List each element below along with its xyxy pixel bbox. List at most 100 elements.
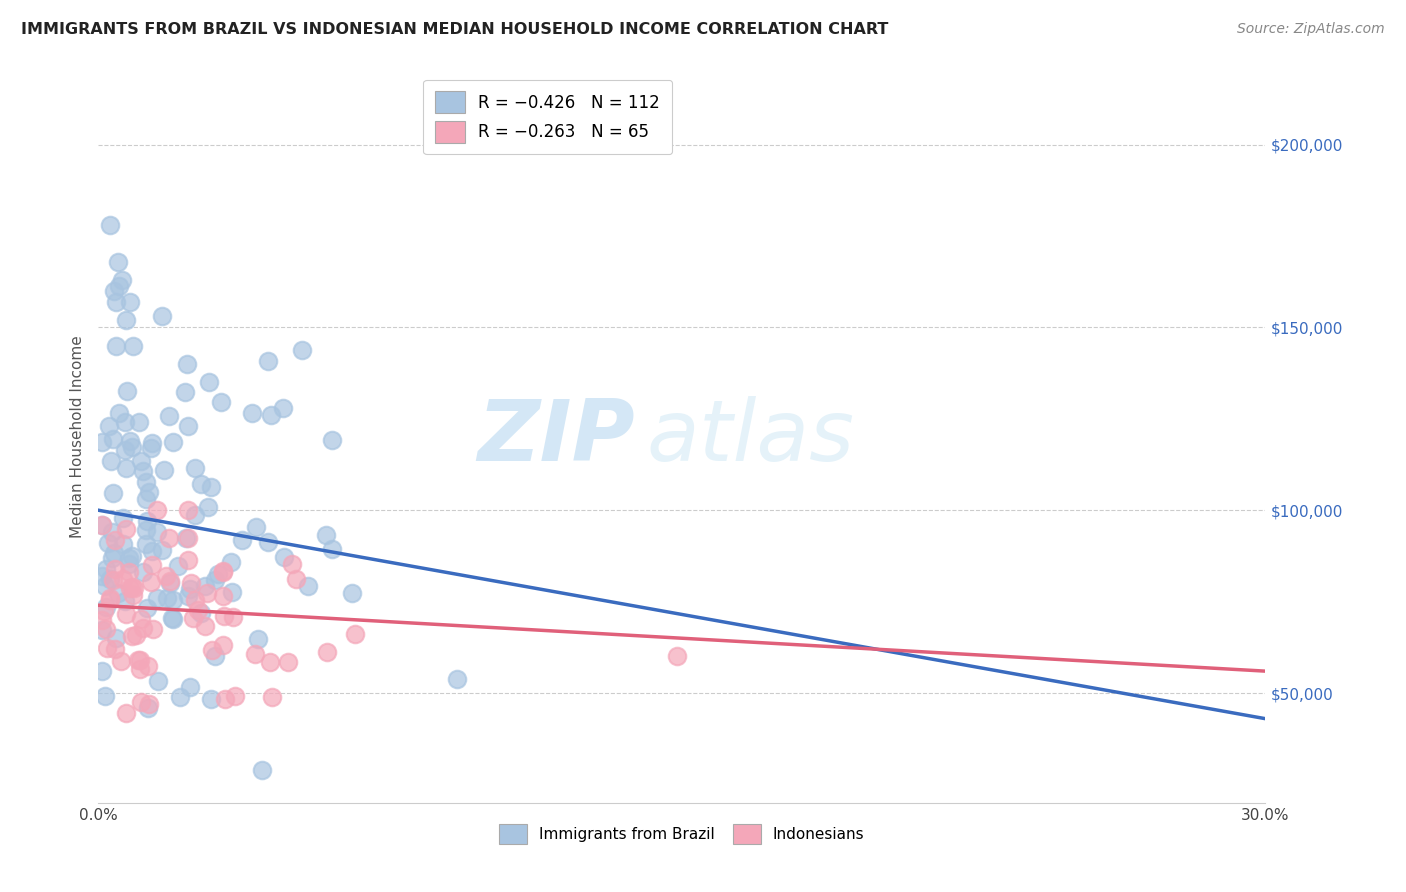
Point [281,558,304,572]
Point [446,672,468,686]
Point [110,654,132,668]
Point [94,622,117,636]
Point [139,441,162,455]
Point [156,591,179,605]
Point [291,343,314,357]
Point [321,541,343,556]
Point [243,647,266,661]
Point [121,549,143,564]
Point [93,604,115,618]
Point [138,485,160,500]
Point [107,254,129,268]
Point [114,442,136,457]
Point [101,432,124,446]
Point [94,689,117,703]
Point [194,619,217,633]
Point [162,593,184,607]
Point [256,353,278,368]
Point [176,553,198,567]
Point [343,627,366,641]
Point [159,574,181,589]
Point [129,611,152,625]
Point [104,339,127,353]
Point [321,433,343,447]
Point [179,680,201,694]
Point [105,631,128,645]
Point [195,586,218,600]
Point [91,569,114,583]
Point [271,401,294,415]
Point [157,531,180,545]
Point [114,594,136,608]
Point [176,532,198,546]
Point [211,638,233,652]
Point [212,565,235,579]
Point [97,536,120,550]
Point [127,653,149,667]
Point [98,593,121,607]
Point [131,566,153,580]
Point [107,586,129,600]
Point [153,463,176,477]
Point [252,763,274,777]
Point [146,591,169,606]
Point [138,697,160,711]
Point [222,610,245,624]
Point [118,557,141,571]
Point [257,535,280,549]
Point [96,562,118,576]
Point [315,645,337,659]
Point [200,692,222,706]
Point [128,415,150,429]
Point [245,520,267,534]
Point [181,611,204,625]
Point [100,525,122,540]
Point [111,273,134,287]
Point [209,395,232,409]
Point [114,706,136,721]
Point [180,576,202,591]
Point [260,409,283,423]
Point [108,406,131,420]
Point [118,581,141,595]
Point [98,572,121,586]
Point [136,701,159,715]
Point [118,294,141,309]
Point [118,551,141,566]
Point [91,518,114,533]
Point [141,558,163,572]
Point [121,440,143,454]
Point [120,434,142,449]
Point [103,546,125,560]
Point [91,665,114,679]
Point [104,562,127,576]
Point [155,569,177,583]
Point [315,528,337,542]
Point [134,492,156,507]
Point [112,573,135,587]
Point [162,612,184,626]
Point [212,609,235,624]
Point [96,640,118,655]
Point [122,588,145,602]
Point [91,518,114,533]
Point [157,409,180,423]
Point [285,572,308,586]
Point [131,695,153,709]
Point [231,533,253,547]
Point [146,673,169,688]
Point [121,629,143,643]
Point [114,313,136,327]
Point [221,585,243,599]
Point [115,522,138,536]
Point [93,579,115,593]
Point [169,690,191,704]
Point [166,558,188,573]
Point [107,279,129,293]
Point [211,564,233,578]
Point [340,586,363,600]
Point [122,338,145,352]
Point [141,436,163,450]
Point [224,689,246,703]
Point [197,376,219,390]
